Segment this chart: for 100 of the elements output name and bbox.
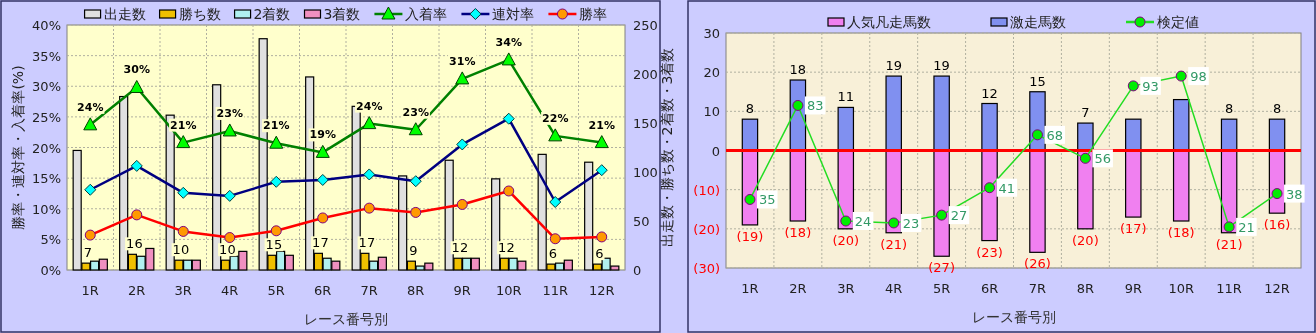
x-tick-label: 8R (1076, 281, 1095, 296)
x-tick-label: 1R (741, 281, 759, 296)
bar (885, 75, 902, 152)
point (501, 52, 516, 66)
data-label: 34% (495, 35, 522, 49)
data-label: 15 (1029, 73, 1046, 89)
bar (1125, 149, 1142, 218)
x-tick-label: 6R (980, 281, 999, 296)
y-tick-label: 25% (32, 109, 61, 125)
data-label: 23 (902, 215, 920, 231)
point (548, 128, 563, 142)
data-label: 21 (1238, 219, 1255, 235)
data-label: (21) (880, 236, 908, 252)
x-tick-label: 7R (1028, 281, 1047, 296)
x-tick-label: 9R (1124, 281, 1142, 296)
point (1079, 152, 1091, 164)
data-label: 19% (309, 128, 336, 142)
data-label: 24% (77, 100, 104, 114)
point (456, 138, 469, 151)
point (549, 233, 561, 245)
point (1127, 80, 1139, 92)
data-label: 21% (170, 118, 197, 132)
data-label: 7 (1081, 105, 1090, 121)
point (316, 173, 329, 186)
bar (1125, 118, 1142, 152)
legend-label: 検定値 (1157, 14, 1199, 30)
x-tick-label: 12R (1264, 281, 1290, 296)
x-tick-label: 4R (221, 283, 239, 298)
legend-label: 勝率 (579, 6, 608, 22)
x-tick-label: 2R (789, 281, 807, 296)
x-tick-label: 8R (407, 283, 425, 298)
data-label: (23) (976, 244, 1003, 260)
data-label: 41 (998, 180, 1016, 196)
point (269, 135, 284, 149)
data-label: 35 (758, 192, 776, 208)
point (131, 209, 143, 221)
x-tick-label: 3R (174, 283, 192, 298)
x-tick-label: 1R (81, 283, 99, 298)
point (130, 159, 143, 172)
point (502, 112, 515, 125)
point (549, 196, 562, 209)
data-label: 11 (837, 89, 855, 105)
data-label: 21% (263, 119, 290, 133)
point (936, 209, 948, 221)
point (176, 135, 191, 149)
y-tick-label: 35% (32, 48, 61, 64)
point (317, 212, 329, 224)
y-tick-label: 0% (40, 263, 61, 278)
x-tick-label: 4R (885, 281, 903, 296)
data-label: (18) (784, 225, 812, 240)
point (596, 231, 608, 243)
data-label: 56 (1094, 151, 1111, 167)
x-tick-label: 10R (495, 283, 522, 298)
data-label: 83 (806, 98, 824, 114)
point (1223, 221, 1235, 233)
x-tick-label: 6R (314, 283, 332, 298)
data-label: (17) (1119, 221, 1147, 237)
data-label: 38 (1286, 186, 1303, 202)
x-tick-label: 10R (1168, 281, 1194, 296)
legend-label: 2着数 (253, 6, 291, 22)
data-label: 8 (1224, 101, 1234, 117)
point (744, 193, 756, 205)
legend-label: 入着率 (405, 6, 448, 22)
x-axis-title: レース番号別 (304, 311, 388, 327)
data-label: 93 (1142, 78, 1159, 94)
bar (981, 102, 998, 152)
bar (741, 118, 759, 152)
y-tick-label: 20 (703, 65, 720, 81)
x-tick-label: 2R (128, 283, 146, 298)
bar (1220, 118, 1238, 152)
legend-label: 連対率 (492, 6, 535, 22)
bar (933, 149, 950, 257)
legend-label: 勝ち数 (178, 6, 221, 22)
point (455, 71, 470, 85)
x-tick-label: 11R (542, 283, 569, 298)
y2-tick-label: 150 (633, 116, 658, 131)
point (363, 202, 375, 214)
data-label: 27 (950, 208, 968, 224)
y-tick-label: 30% (32, 79, 61, 95)
data-label: 6 (548, 246, 558, 262)
legend-label: 激走馬数 (1010, 14, 1066, 30)
data-label: 24% (356, 99, 383, 113)
point (270, 225, 282, 237)
point (270, 175, 283, 188)
point (408, 122, 423, 136)
legend-label: 出走数 (103, 6, 146, 22)
data-label: 8 (1272, 101, 1282, 117)
y-tick-label: (10) (693, 182, 720, 198)
data-label: 18 (789, 62, 807, 77)
y-tick-label: 5% (40, 232, 61, 248)
data-label: 30% (123, 63, 150, 77)
x-tick-label: 12R (588, 283, 615, 298)
bar (933, 75, 950, 152)
y2-tick-label: 200 (633, 67, 658, 82)
point (1031, 129, 1043, 141)
data-label: 6 (595, 246, 604, 262)
data-label: 19 (885, 58, 902, 74)
data-label: 19 (933, 58, 950, 74)
data-label: 7 (83, 245, 93, 261)
point (409, 175, 422, 188)
